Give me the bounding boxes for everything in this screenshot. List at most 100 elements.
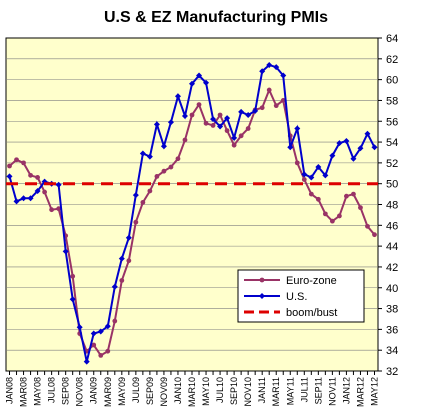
x-tick-label: MAY12 [369, 377, 379, 406]
data-point [70, 273, 76, 279]
data-point [203, 120, 209, 126]
data-point [203, 79, 210, 86]
y-tick-label: 50 [386, 179, 398, 191]
legend: Euro-zone U.S. boom/bust [237, 269, 365, 323]
data-point [224, 128, 230, 134]
data-point [245, 112, 252, 119]
data-point [308, 174, 315, 181]
legend-item: U.S. [244, 291, 307, 303]
data-point [49, 207, 55, 213]
data-point [105, 348, 111, 354]
x-tick-label: JAN08 [5, 377, 15, 404]
data-point [55, 181, 62, 188]
x-tick-label: JAN09 [89, 377, 99, 404]
legend-label: boom/bust [286, 307, 337, 319]
data-point [336, 140, 343, 147]
data-point [98, 352, 104, 358]
data-point [13, 198, 20, 205]
data-point [97, 328, 104, 335]
data-point [119, 278, 125, 283]
y-tick-label: 56 [386, 116, 398, 128]
y-tick-label: 54 [386, 137, 398, 149]
data-point [273, 103, 279, 109]
x-tick-label: MAR12 [355, 377, 365, 407]
series-layer [6, 62, 378, 365]
legend-marker [259, 277, 265, 283]
x-tick-label: SEP11 [313, 377, 323, 404]
x-tick-label: MAR10 [187, 377, 197, 407]
data-point [259, 105, 265, 111]
chart-title: U.S & EZ Manufacturing PMIs [104, 9, 328, 26]
data-point [280, 98, 286, 103]
data-point [111, 283, 118, 290]
data-point [189, 112, 195, 118]
data-point [133, 219, 139, 225]
data-point [196, 102, 202, 107]
x-tick-label: NOV08 [75, 377, 85, 407]
data-point [76, 324, 83, 331]
x-tick-label: NOV09 [159, 377, 169, 407]
y-tick-label: 34 [386, 345, 398, 357]
legend-marker [259, 293, 265, 299]
data-point [322, 211, 328, 217]
legend-item: boom/bust [244, 307, 337, 319]
y-tick-label: 64 [386, 33, 398, 45]
data-point [308, 191, 314, 197]
data-point [14, 157, 19, 163]
x-tick-label: JUL08 [47, 377, 57, 403]
data-point [34, 187, 41, 194]
data-point [329, 218, 335, 224]
y-tick-label: 32 [386, 366, 398, 378]
data-point [27, 195, 34, 202]
data-point [217, 112, 223, 118]
data-point [252, 107, 259, 114]
y-tick-label: 38 [386, 304, 398, 316]
data-point [154, 174, 160, 179]
data-point [175, 156, 181, 162]
data-point [245, 126, 251, 131]
data-point [146, 153, 153, 160]
data-point [273, 64, 280, 71]
data-point [372, 232, 377, 238]
x-tick-label: SEP10 [229, 377, 239, 405]
data-point [301, 171, 308, 178]
data-point [287, 144, 294, 151]
legend-item: Euro-zone [244, 275, 337, 287]
y-tick-label: 44 [386, 241, 398, 253]
data-point [168, 164, 174, 170]
data-point [90, 330, 97, 337]
x-tick-label: MAY10 [201, 377, 211, 406]
data-point [343, 138, 350, 145]
x-tick-label: MAY08 [33, 377, 43, 406]
data-point [182, 137, 188, 143]
data-point [7, 163, 12, 169]
x-tick-label: NOV10 [243, 377, 253, 407]
data-point [126, 258, 132, 264]
x-tick-label: MAR09 [103, 377, 113, 407]
data-point [153, 121, 160, 128]
data-point [118, 255, 125, 262]
data-point [371, 144, 378, 151]
data-point [62, 248, 69, 255]
data-point [21, 160, 26, 166]
data-point [83, 358, 90, 365]
axes: 32 34 36 38 40 42 44 46 48 50 52 54 56 58 60 62 64 JAN08 M… [5, 33, 399, 407]
x-tick-label: SEP09 [145, 377, 155, 405]
data-point [266, 62, 273, 69]
x-tick-label: JAN12 [341, 377, 351, 404]
data-point [28, 172, 33, 178]
y-tick-label: 40 [386, 283, 398, 295]
legend-label: Euro-zone [286, 275, 337, 287]
data-point [301, 177, 307, 182]
data-point [329, 152, 336, 159]
x-tick-label: JUL09 [131, 377, 141, 403]
data-point [322, 172, 329, 179]
data-point [294, 160, 300, 166]
x-tick-label: MAR11 [271, 377, 281, 406]
data-point [365, 223, 370, 229]
data-point [350, 155, 357, 162]
y-tick-label: 52 [386, 158, 398, 170]
y-tick-label: 48 [386, 200, 398, 212]
